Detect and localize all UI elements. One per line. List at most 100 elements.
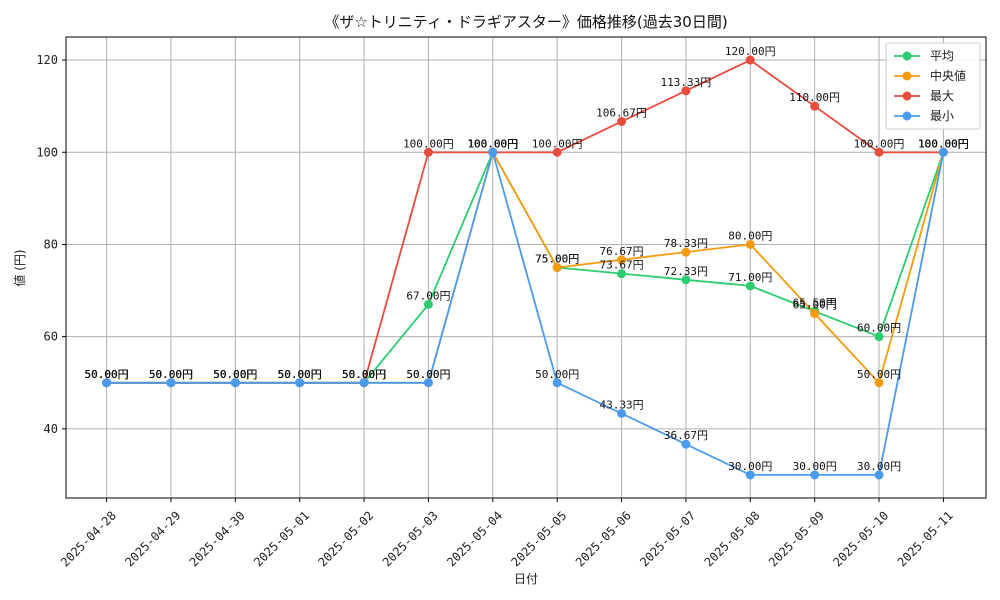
x-tick-label: 2025-04-30 <box>187 508 248 569</box>
data-label: 50.00円 <box>278 368 322 381</box>
data-point <box>552 147 562 157</box>
data-label: 50.00円 <box>342 368 386 381</box>
y-axis: 40 60 80 100 120 <box>36 53 66 436</box>
data-label: 50.00円 <box>213 368 257 381</box>
data-label: 71.00円 <box>728 271 772 284</box>
data-label: 76.67円 <box>599 245 643 258</box>
chart-title: 《ザ☆トリニティ・ドラギアスター》価格推移(過去30日間) <box>324 13 727 31</box>
data-label: 110.00円 <box>789 91 840 104</box>
legend-item: 中央値 <box>894 68 966 83</box>
data-point <box>617 117 627 127</box>
data-label: 100.00円 <box>467 137 518 150</box>
data-label: 50.00円 <box>278 368 322 381</box>
data-point <box>423 299 433 309</box>
data-label: 50.00円 <box>149 368 193 381</box>
data-label: 50.00円 <box>342 368 386 381</box>
legend-item: 最小 <box>894 109 954 123</box>
legend-label: 最大 <box>930 89 954 103</box>
data-label: 50.00円 <box>149 368 193 381</box>
data-point <box>295 378 305 388</box>
data-label: 50.00円 <box>85 368 129 381</box>
data-label: 50.00円 <box>278 368 322 381</box>
data-label: 50.00円 <box>406 368 450 381</box>
data-label: 50.00円 <box>342 368 386 381</box>
data-label: 50.00円 <box>278 368 322 381</box>
legend-item: 平均 <box>894 49 954 63</box>
y-tick-label: 100 <box>36 145 58 159</box>
x-tick-label: 2025-05-09 <box>766 508 827 569</box>
data-point <box>874 470 884 480</box>
grid <box>66 37 986 498</box>
x-tick-label: 2025-04-29 <box>122 508 183 569</box>
data-label: 100.00円 <box>467 137 518 150</box>
data-label: 30.00円 <box>793 460 837 473</box>
data-point <box>166 378 176 388</box>
data-label: 100.00円 <box>918 137 969 150</box>
data-point <box>810 101 820 111</box>
data-point <box>874 332 884 342</box>
series-3 <box>102 55 948 388</box>
data-point <box>810 309 820 319</box>
x-tick-label: 2025-05-07 <box>637 508 698 569</box>
x-tick-label: 2025-05-01 <box>251 508 312 569</box>
data-label: 100.00円 <box>918 137 969 150</box>
data-label: 50.00円 <box>85 368 129 381</box>
y-tick-label: 60 <box>44 330 58 344</box>
x-tick-label: 2025-05-06 <box>573 508 634 569</box>
data-label: 106.67円 <box>596 107 647 120</box>
data-label: 120.00円 <box>725 45 776 58</box>
legend-marker <box>902 111 912 121</box>
data-label: 72.33円 <box>664 265 708 278</box>
x-tick-label: 2025-05-05 <box>509 508 570 569</box>
data-label: 60.00円 <box>857 322 901 335</box>
legend-label: 中央値 <box>930 68 966 83</box>
data-point <box>230 378 240 388</box>
data-label: 30.00円 <box>857 460 901 473</box>
data-label: 50.00円 <box>213 368 257 381</box>
legend-item: 最大 <box>894 89 954 103</box>
data-label: 30.00円 <box>728 460 772 473</box>
data-point <box>745 281 755 291</box>
data-label: 100.00円 <box>918 137 969 150</box>
data-point <box>745 239 755 249</box>
data-point <box>552 263 562 272</box>
series-line <box>106 148 945 476</box>
data-label: 100.00円 <box>918 137 969 150</box>
data-point <box>810 470 820 480</box>
data-point <box>874 378 884 388</box>
x-tick-label: 2025-05-11 <box>895 508 956 569</box>
data-label: 75.00円 <box>535 253 579 266</box>
series-layer <box>102 55 948 480</box>
data-label: 50.00円 <box>149 368 193 381</box>
legend-label: 平均 <box>930 49 954 63</box>
y-tick-label: 40 <box>44 422 58 436</box>
data-point <box>681 439 691 449</box>
data-point <box>423 147 433 157</box>
data-label: 100.00円 <box>532 137 583 150</box>
data-label: 67.00円 <box>406 289 450 302</box>
x-axis-title: 日付 <box>514 572 538 586</box>
data-point <box>617 269 627 279</box>
series-4 <box>102 147 948 480</box>
data-label: 50.00円 <box>342 368 386 381</box>
data-label: 73.67円 <box>599 259 643 272</box>
data-label: 113.33円 <box>661 76 712 89</box>
data-label: 50.00円 <box>85 368 129 381</box>
data-label: 100.00円 <box>467 137 518 150</box>
data-point <box>617 255 627 265</box>
data-label: 36.67円 <box>664 429 708 442</box>
data-label: 43.33円 <box>599 398 643 411</box>
data-point <box>745 470 755 480</box>
data-point <box>745 55 755 65</box>
data-label: 100.00円 <box>467 137 518 150</box>
data-point <box>102 378 112 388</box>
data-point <box>423 378 433 388</box>
data-label: 80.00円 <box>728 229 772 242</box>
x-tick-label: 2025-05-10 <box>830 508 891 569</box>
y-axis-title: 値 (円) <box>12 249 27 286</box>
legend-marker <box>902 91 912 101</box>
data-label: 100.00円 <box>854 137 905 150</box>
x-tick-label: 2025-04-28 <box>58 508 119 569</box>
